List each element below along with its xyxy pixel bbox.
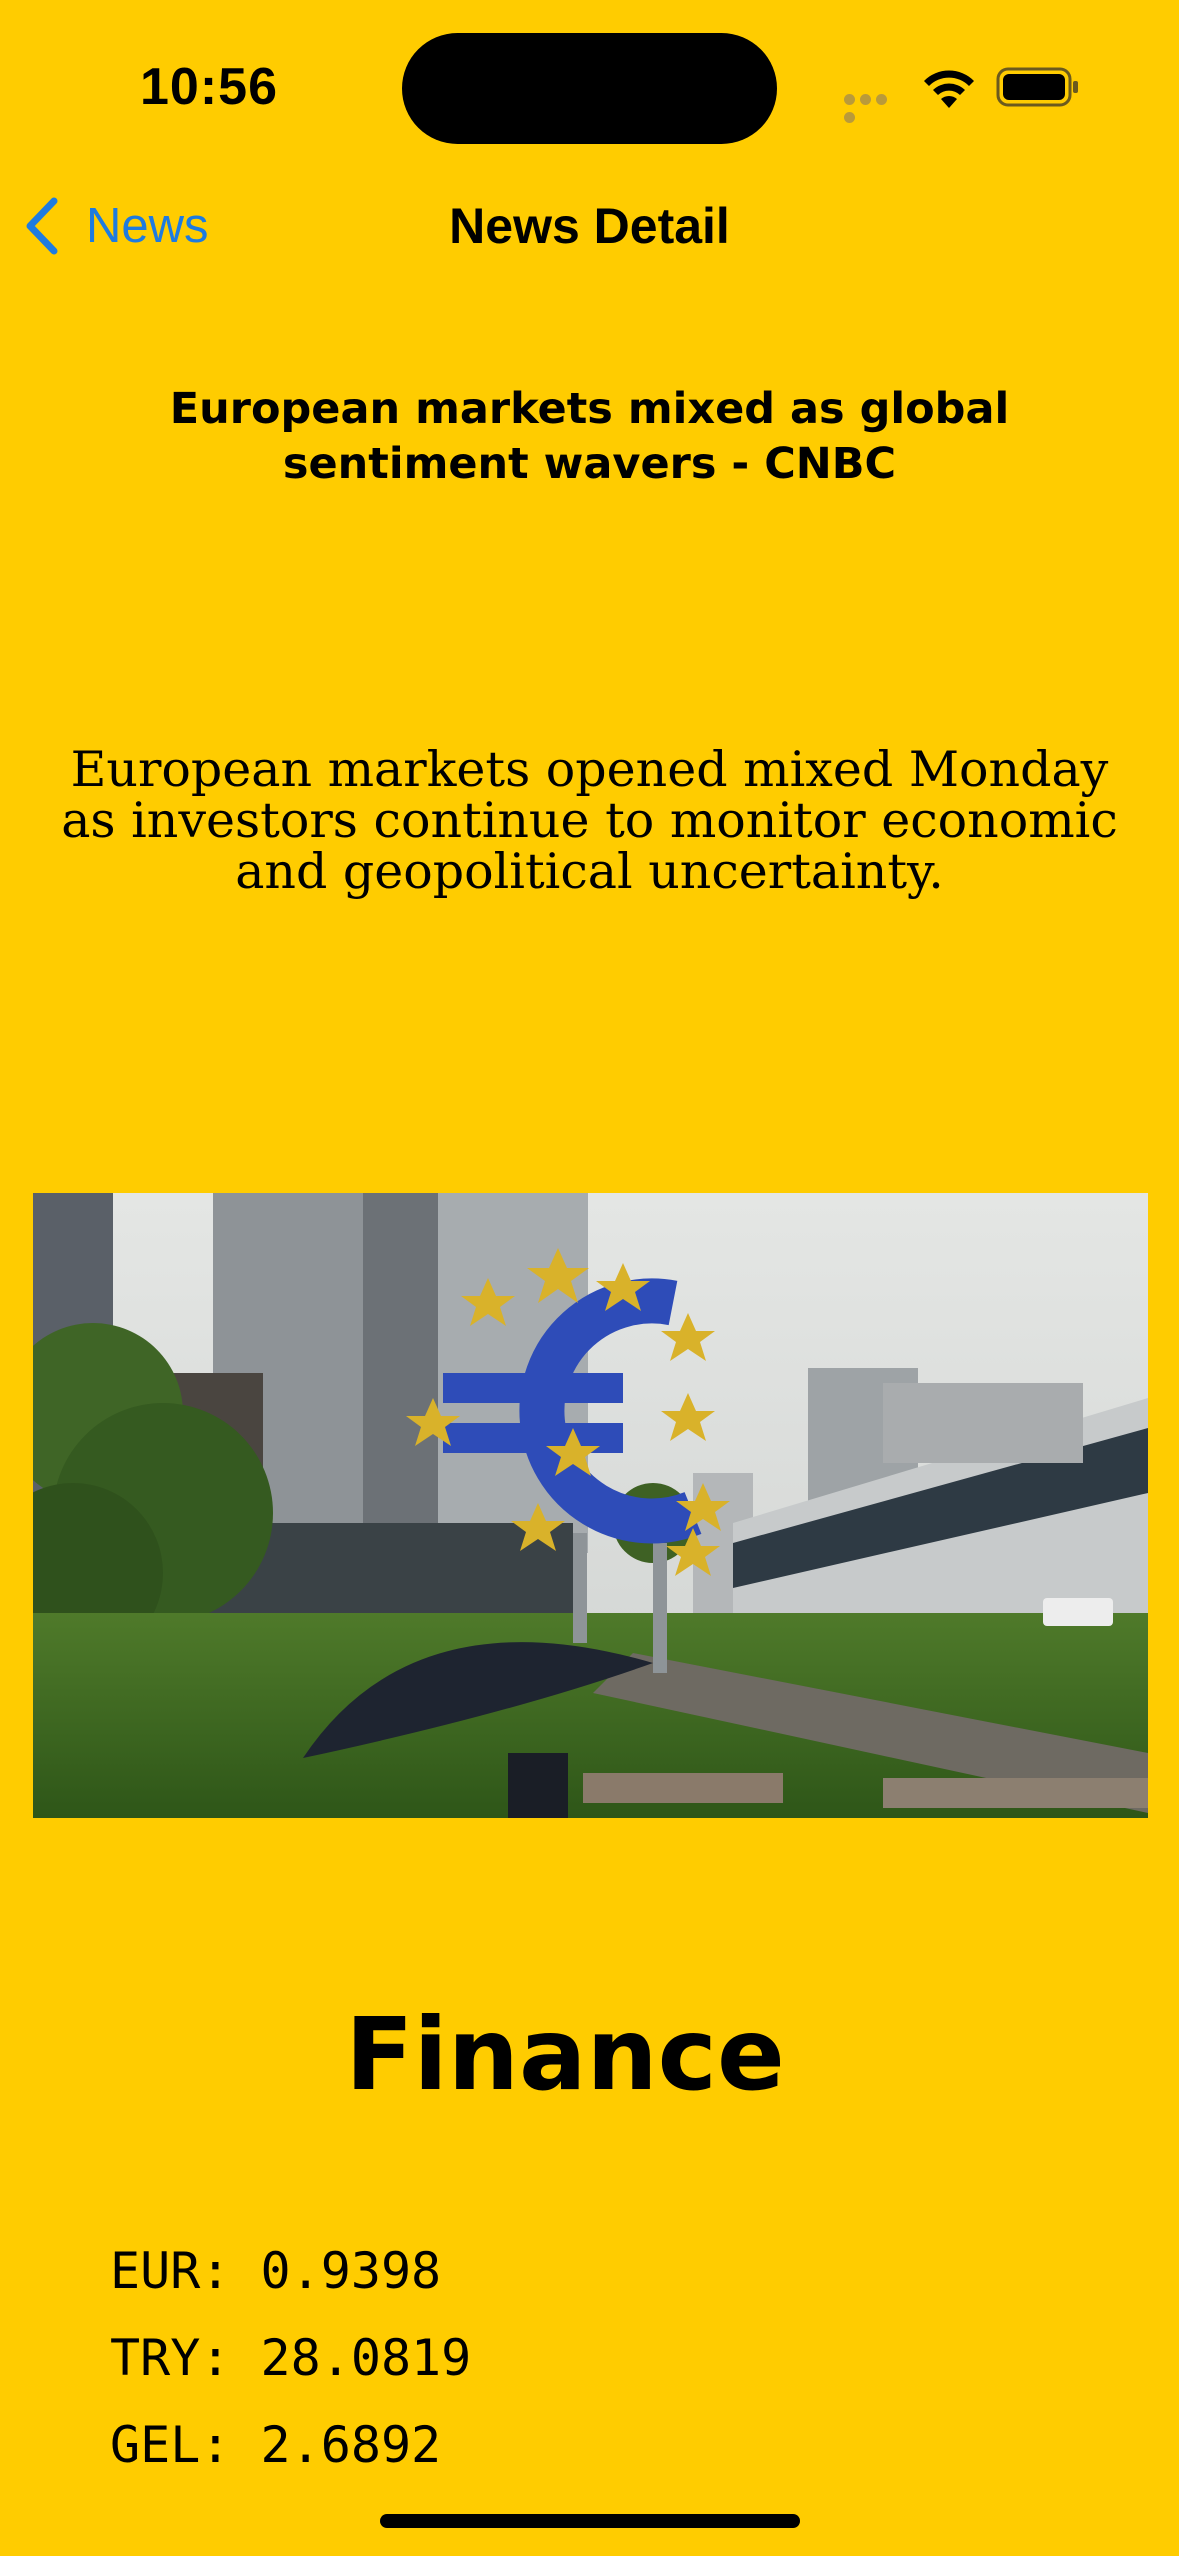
back-button-label: News: [86, 199, 209, 253]
dynamic-island: [402, 33, 777, 144]
article-summary: European markets opened mixed Monday as …: [61, 741, 1118, 900]
back-button[interactable]: News: [22, 190, 242, 262]
rate-item-gel: GEL: 2.6892: [110, 2416, 442, 2474]
rate-code: GEL: [110, 2416, 201, 2474]
rates-list: EUR: 0.9398 TRY: 28.0819 GEL: 2.6892: [110, 2228, 810, 2489]
rate-value: 2.6892: [260, 2416, 442, 2474]
rate-value: 28.0819: [260, 2329, 472, 2387]
rate-value: 0.9398: [260, 2242, 442, 2300]
article-image: [33, 1193, 1148, 1818]
rate-item-eur: EUR: 0.9398: [110, 2242, 442, 2300]
home-indicator[interactable]: [380, 2514, 800, 2528]
rate-code: EUR: [110, 2242, 201, 2300]
wifi-icon: [924, 70, 974, 108]
rate-code: TRY: [110, 2329, 201, 2387]
article-headline: European markets mixed as global sentime…: [169, 384, 1010, 489]
cellular-signal-icon: [844, 92, 906, 123]
nav-title: News Detail: [449, 198, 730, 254]
chevron-left-icon: [26, 197, 58, 255]
status-time: 10:56: [140, 58, 278, 116]
finance-title: Finance: [345, 1996, 785, 2113]
rate-item-try: TRY: 28.0819: [110, 2329, 472, 2387]
battery-icon: [996, 67, 1078, 107]
